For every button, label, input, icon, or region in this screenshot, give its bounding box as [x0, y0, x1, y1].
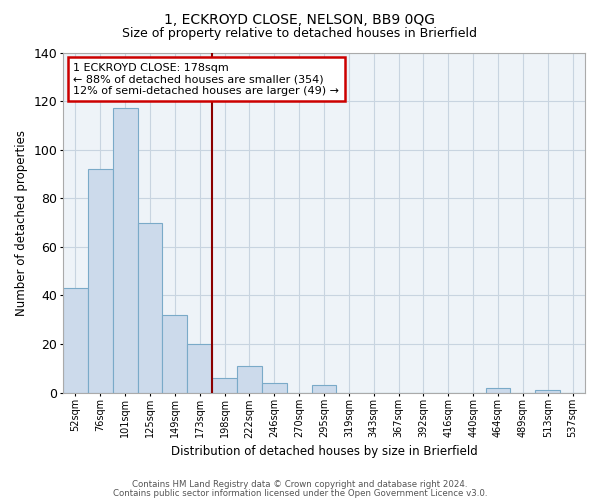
Text: Contains public sector information licensed under the Open Government Licence v3: Contains public sector information licen… [113, 489, 487, 498]
Bar [113, 108, 137, 393]
Bar [212, 378, 237, 392]
Y-axis label: Number of detached properties: Number of detached properties [15, 130, 28, 316]
Text: 1 ECKROYD CLOSE: 178sqm
← 88% of detached houses are smaller (354)
12% of semi-d: 1 ECKROYD CLOSE: 178sqm ← 88% of detache… [73, 62, 340, 96]
Bar [535, 390, 560, 392]
Bar [262, 383, 287, 392]
Text: Size of property relative to detached houses in Brierfield: Size of property relative to detached ho… [122, 28, 478, 40]
Text: 1, ECKROYD CLOSE, NELSON, BB9 0QG: 1, ECKROYD CLOSE, NELSON, BB9 0QG [164, 12, 436, 26]
Bar [187, 344, 212, 393]
Bar [63, 288, 88, 393]
Bar [237, 366, 262, 392]
Bar [163, 315, 187, 392]
Bar [137, 222, 163, 392]
Text: Contains HM Land Registry data © Crown copyright and database right 2024.: Contains HM Land Registry data © Crown c… [132, 480, 468, 489]
Bar [311, 385, 337, 392]
X-axis label: Distribution of detached houses by size in Brierfield: Distribution of detached houses by size … [170, 444, 478, 458]
Bar [485, 388, 511, 392]
Bar [88, 169, 113, 392]
